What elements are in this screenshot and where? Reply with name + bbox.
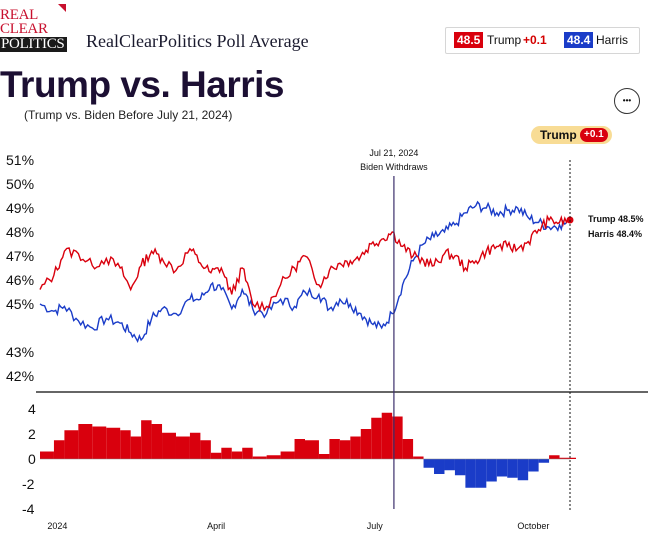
- logo-line-3: POLITICS: [0, 37, 68, 52]
- spread-bar: [175, 436, 190, 459]
- spread-bar: [360, 429, 372, 459]
- spread-bar: [444, 459, 455, 471]
- spread-bar: [549, 455, 560, 459]
- y-tick-label: 43%: [6, 344, 34, 360]
- spread-bar: [252, 456, 267, 459]
- diff-tick-label: -4: [22, 501, 35, 517]
- spread-bar: [329, 439, 340, 459]
- y-tick-label: 50%: [6, 176, 34, 192]
- badge-name: Trump: [540, 128, 577, 142]
- diff-tick-label: 2: [28, 426, 36, 442]
- more-horizontal-icon: •••: [622, 96, 632, 105]
- annotation-date: Jul 21, 2024: [369, 148, 418, 158]
- spread-bar: [53, 440, 65, 459]
- spread-bars: [40, 412, 576, 488]
- spread-bar: [242, 447, 253, 459]
- spread-bar: [189, 432, 201, 459]
- y-tick-label: 42%: [6, 368, 34, 384]
- y-tick-label: 49%: [6, 200, 34, 216]
- y-tick-label: 48%: [6, 224, 34, 240]
- x-tick-label: 2024: [47, 521, 67, 531]
- legend-harris-name: Harris: [596, 33, 628, 47]
- page-title: Trump vs. Harris: [0, 64, 285, 105]
- spread-bar: [200, 440, 211, 459]
- spread-bar: [475, 459, 487, 488]
- spread-bar: [381, 412, 393, 459]
- y-tick-label: 46%: [6, 272, 34, 288]
- spread-bar: [486, 459, 497, 482]
- spread-bar: [559, 457, 570, 459]
- badge-change: +0.1: [580, 128, 608, 142]
- spread-bar: [517, 459, 529, 481]
- legend-trump-change: +0.1: [523, 33, 547, 47]
- diff-tick-label: 4: [28, 401, 36, 417]
- rcp-logo[interactable]: REAL CLEAR POLITICS: [0, 4, 68, 52]
- spread-bar: [423, 459, 435, 468]
- spread-bar: [210, 452, 222, 459]
- spread-bar: [465, 459, 476, 488]
- x-tick-label: April: [207, 521, 225, 531]
- legend-trump-value: 48.5: [454, 32, 484, 48]
- spread-bar: [294, 439, 305, 459]
- trump-end-label: Trump 48.5%: [588, 214, 644, 224]
- series-lines: [39, 200, 574, 344]
- legend: 48.5 Trump +0.1 48.4 Harris: [445, 27, 640, 54]
- spread-bar: [392, 416, 403, 459]
- leader-badge: Trump +0.1: [531, 126, 612, 144]
- spread-bar: [507, 459, 518, 478]
- spread-bar: [496, 459, 508, 477]
- spread-bar: [221, 447, 232, 459]
- trump-line: [39, 214, 571, 313]
- diff-tick-label: 0: [28, 451, 36, 467]
- spread-bar: [570, 457, 576, 459]
- more-options-button[interactable]: •••: [614, 88, 640, 114]
- spread-bar: [162, 432, 176, 459]
- x-tick-label: October: [517, 521, 549, 531]
- spread-bar: [434, 459, 445, 474]
- spread-bar: [413, 456, 424, 459]
- logo-line-1: REAL: [0, 7, 38, 23]
- spread-bar: [339, 440, 351, 459]
- spread-bar: [305, 440, 319, 459]
- annotation-label: Biden Withdraws: [360, 162, 428, 172]
- page-subtitle: (Trump vs. Biden Before July 21, 2024): [24, 108, 233, 122]
- spread-bar: [402, 439, 414, 459]
- spread-bar: [40, 451, 54, 459]
- harris-line: [39, 200, 571, 344]
- y-tick-label: 47%: [6, 248, 34, 264]
- spread-bar: [151, 424, 163, 459]
- spread-bar: [141, 420, 152, 459]
- legend-trump-name: Trump: [487, 33, 522, 47]
- annotation-layer: Jul 21, 2024 Biden Withdraws: [360, 148, 571, 510]
- spread-bar: [350, 436, 361, 459]
- logo-corner-mark: [58, 4, 66, 12]
- y-tick-label: 45%: [6, 296, 34, 312]
- spread-bar: [106, 427, 121, 459]
- spread-bar: [266, 455, 281, 459]
- x-tick-label: July: [367, 521, 384, 531]
- site-title: RealClearPolitics Poll Average: [86, 31, 309, 51]
- axis-labels: 51% 50% 49% 48% 47% 46% 45% 43% 42% 4 2 0 -2 -4 2024 Ap…: [6, 152, 644, 531]
- spread-bar: [538, 459, 550, 463]
- spread-bar: [231, 451, 243, 459]
- logo-line-2: CLEAR: [0, 21, 48, 37]
- diff-tick-label: -2: [22, 476, 35, 492]
- spread-bar: [454, 459, 466, 476]
- spread-bar: [64, 430, 79, 459]
- spread-bar: [130, 436, 142, 459]
- legend-harris-value: 48.4: [564, 32, 594, 48]
- spread-bar: [78, 424, 93, 459]
- spread-bar: [318, 454, 330, 459]
- harris-end-label: Harris 48.4%: [588, 229, 642, 239]
- spread-bar: [92, 426, 107, 459]
- spread-bar: [280, 451, 295, 459]
- spread-bar: [528, 459, 539, 472]
- spread-bar: [371, 417, 382, 459]
- spread-bar: [120, 430, 131, 459]
- y-tick-label: 51%: [6, 152, 34, 168]
